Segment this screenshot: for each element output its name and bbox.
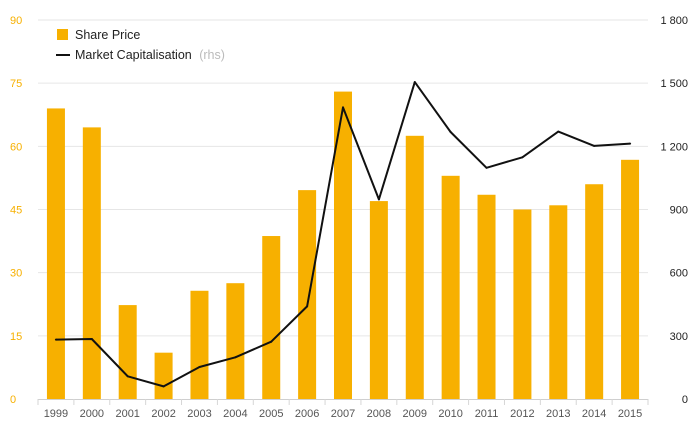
bar-share-price	[549, 205, 568, 399]
y-right-tick-label: 900	[670, 205, 688, 217]
x-tick-label: 2014	[582, 408, 606, 420]
x-tick-label: 2015	[618, 408, 642, 420]
x-tick-label: 2000	[80, 408, 104, 420]
legend-swatch-share-price	[57, 29, 68, 40]
x-tick-label: 1999	[44, 408, 68, 420]
axes: 0 0 15 300 30 600 45 900 60 1 200 75 1 500 90 1 800 19…	[10, 15, 688, 420]
point-market-cap	[342, 106, 344, 109]
x-tick-label: 2012	[510, 408, 534, 420]
x-tick-label: 2005	[259, 408, 283, 420]
bar-share-price	[369, 201, 388, 399]
x-tick-label: 2008	[367, 408, 391, 420]
y-left-tick-label: 60	[10, 141, 22, 153]
bar-share-price	[82, 127, 101, 399]
y-left-tick-label: 45	[10, 205, 22, 217]
x-tick-label: 2006	[295, 408, 319, 420]
y-right-tick-label: 0	[682, 394, 688, 406]
y-right-tick-label: 300	[670, 331, 688, 343]
x-tick-label: 2011	[475, 408, 499, 420]
bar-share-price	[262, 236, 281, 399]
point-market-cap	[234, 356, 237, 359]
x-tick-label: 2002	[151, 408, 175, 420]
point-market-cap	[162, 385, 165, 388]
point-market-cap	[377, 198, 380, 201]
legend-label-market-cap-name: Market Capitalisation	[75, 48, 192, 62]
point-market-cap	[270, 340, 273, 343]
share-price-bars	[46, 91, 640, 400]
bar-share-price	[334, 91, 352, 399]
point-market-cap	[485, 166, 488, 169]
bar-share-price	[477, 194, 496, 399]
legend-label-market-cap: Market Capitalisation (rhs)	[75, 48, 225, 62]
bar-share-price	[118, 305, 137, 399]
market-cap-line-layer	[54, 81, 632, 388]
x-tick-label: 2003	[187, 408, 211, 420]
bar-share-price	[621, 159, 640, 399]
point-market-cap	[90, 337, 93, 340]
y-left-tick-label: 90	[10, 15, 22, 27]
x-tick-label: 2010	[438, 408, 462, 420]
legend-label-share-price: Share Price	[75, 28, 140, 42]
point-market-cap	[557, 130, 560, 133]
point-market-cap	[449, 131, 452, 134]
y-left-tick-label: 75	[10, 78, 22, 90]
point-market-cap	[413, 81, 416, 84]
bar-share-price	[405, 135, 424, 400]
x-tick-label: 2004	[223, 408, 247, 420]
bar-share-price	[46, 108, 65, 399]
x-tick-label: 2013	[546, 408, 570, 420]
point-market-cap	[629, 142, 632, 145]
point-market-cap	[593, 144, 596, 147]
x-tick-label: 2001	[115, 408, 139, 420]
legend-label-market-cap-suffix: (rhs)	[199, 48, 225, 62]
y-left-tick-label: 15	[10, 331, 22, 343]
bar-share-price	[154, 352, 173, 399]
bar-share-price	[298, 190, 317, 399]
y-left-tick-label: 30	[10, 268, 22, 280]
bar-share-price	[226, 283, 245, 399]
bar-share-price	[190, 290, 209, 399]
legend: Share Price Market Capitalisation (rhs)	[56, 28, 225, 62]
point-market-cap	[306, 305, 309, 308]
bar-share-price	[513, 209, 532, 399]
bar-share-price	[441, 175, 460, 399]
y-right-tick-label: 1 500	[660, 78, 688, 90]
x-tick-label: 2007	[331, 408, 355, 420]
point-market-cap	[521, 156, 524, 159]
point-market-cap	[126, 375, 129, 378]
bar-share-price	[585, 184, 604, 399]
y-right-tick-label: 1 200	[660, 141, 688, 153]
y-right-tick-label: 1 800	[660, 15, 688, 27]
x-tick-label: 2009	[403, 408, 427, 420]
y-left-tick-label: 0	[10, 394, 16, 406]
y-right-tick-label: 600	[670, 268, 688, 280]
point-market-cap	[198, 365, 201, 368]
point-market-cap	[54, 338, 57, 341]
